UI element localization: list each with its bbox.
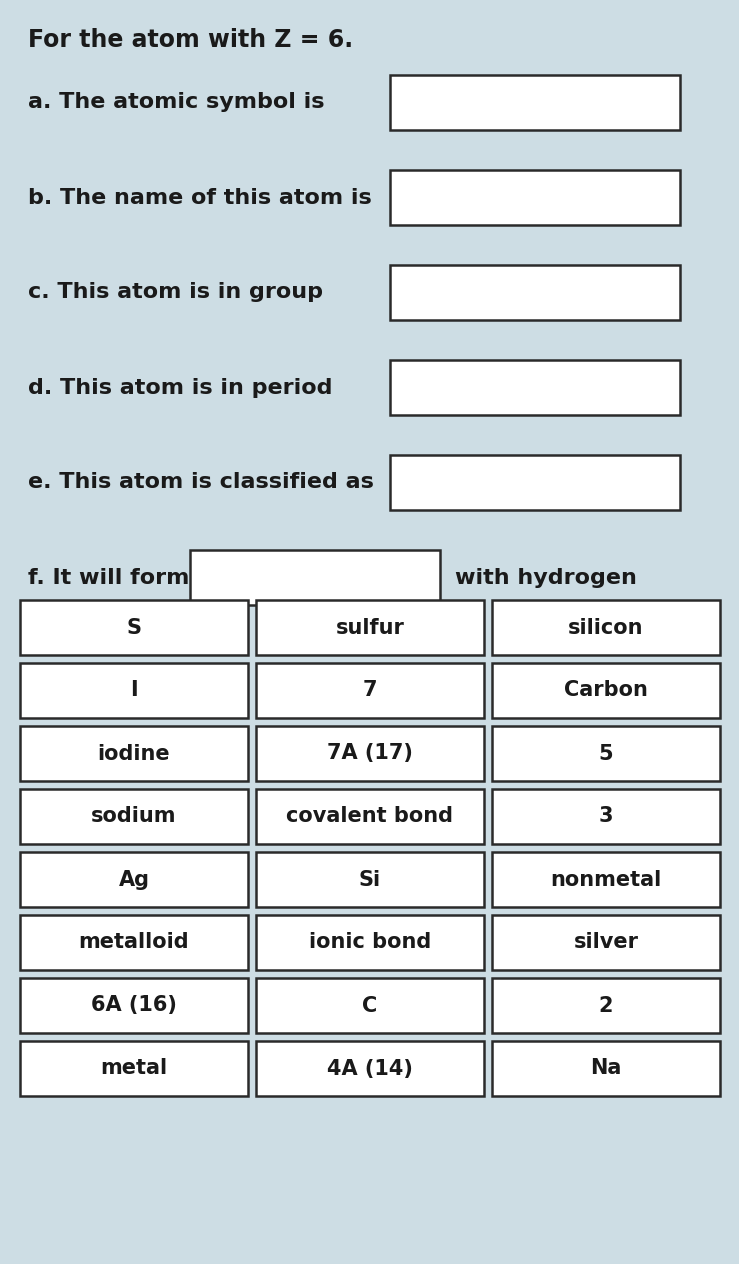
Bar — [256, 915, 484, 969]
Text: Carbon: Carbon — [564, 680, 648, 700]
Bar — [20, 600, 248, 655]
Text: metal: metal — [101, 1058, 168, 1078]
Bar — [256, 664, 484, 718]
Text: nonmetal: nonmetal — [551, 870, 661, 890]
Text: I: I — [130, 680, 137, 700]
Text: d. This atom is in period: d. This atom is in period — [28, 378, 333, 397]
Text: 3: 3 — [599, 806, 613, 827]
Text: 2: 2 — [599, 996, 613, 1015]
Text: iodine: iodine — [98, 743, 170, 763]
Bar — [256, 726, 484, 781]
Text: 7A (17): 7A (17) — [327, 743, 413, 763]
Bar — [492, 1042, 720, 1096]
Text: covalent bond: covalent bond — [287, 806, 454, 827]
Text: sulfur: sulfur — [336, 618, 404, 637]
Text: 7: 7 — [363, 680, 377, 700]
Bar — [390, 455, 680, 509]
Bar — [20, 978, 248, 1033]
Text: c. This atom is in group: c. This atom is in group — [28, 282, 323, 302]
Bar — [492, 915, 720, 969]
Bar — [492, 726, 720, 781]
Text: C: C — [362, 996, 378, 1015]
Bar — [492, 789, 720, 844]
Bar — [390, 265, 680, 320]
Bar — [190, 550, 440, 605]
Bar — [492, 978, 720, 1033]
Bar — [20, 1042, 248, 1096]
Text: f. It will form: f. It will form — [28, 568, 189, 588]
Text: For the atom with Z = 6.: For the atom with Z = 6. — [28, 28, 353, 52]
Text: a. The atomic symbol is: a. The atomic symbol is — [28, 92, 324, 112]
Bar — [390, 75, 680, 130]
Bar — [256, 789, 484, 844]
Text: e. This atom is classified as: e. This atom is classified as — [28, 473, 374, 493]
Bar — [256, 978, 484, 1033]
Bar — [492, 600, 720, 655]
Text: Na: Na — [590, 1058, 621, 1078]
Bar — [492, 664, 720, 718]
Bar — [390, 169, 680, 225]
Bar — [256, 600, 484, 655]
Text: with hydrogen: with hydrogen — [455, 568, 637, 588]
Bar — [20, 852, 248, 908]
Bar — [492, 852, 720, 908]
Text: silver: silver — [573, 933, 638, 953]
Bar — [256, 852, 484, 908]
Text: 4A (14): 4A (14) — [327, 1058, 413, 1078]
Text: metalloid: metalloid — [78, 933, 189, 953]
Text: Ag: Ag — [118, 870, 149, 890]
Text: b. The name of this atom is: b. The name of this atom is — [28, 187, 372, 207]
Text: 5: 5 — [599, 743, 613, 763]
Text: 6A (16): 6A (16) — [91, 996, 177, 1015]
Text: sodium: sodium — [91, 806, 177, 827]
Bar — [20, 915, 248, 969]
Text: ionic bond: ionic bond — [309, 933, 431, 953]
Bar — [20, 726, 248, 781]
Bar — [20, 789, 248, 844]
Bar — [20, 664, 248, 718]
Bar — [390, 360, 680, 415]
Text: silicon: silicon — [568, 618, 644, 637]
Text: S: S — [126, 618, 141, 637]
Text: Si: Si — [359, 870, 381, 890]
Bar — [256, 1042, 484, 1096]
